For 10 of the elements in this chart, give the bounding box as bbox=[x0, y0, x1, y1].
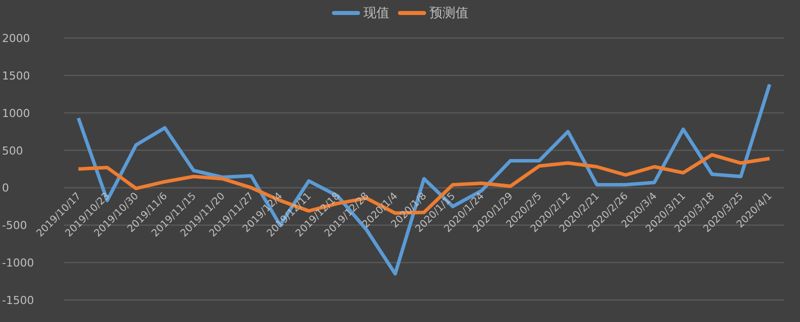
y-tick-label: 1000 bbox=[2, 106, 30, 120]
y-tick-label: -500 bbox=[2, 219, 27, 232]
y-tick-label: -1500 bbox=[2, 294, 34, 307]
y-tick-label: -1000 bbox=[2, 256, 34, 270]
y-tick-label: 0 bbox=[2, 182, 9, 195]
legend-label: 预测值 bbox=[430, 5, 468, 22]
legend-label: 现值 bbox=[364, 5, 390, 22]
y-tick-label: 2000 bbox=[2, 32, 30, 45]
y-tick-label: 500 bbox=[2, 144, 23, 158]
y-tick-label: 1500 bbox=[2, 69, 30, 82]
